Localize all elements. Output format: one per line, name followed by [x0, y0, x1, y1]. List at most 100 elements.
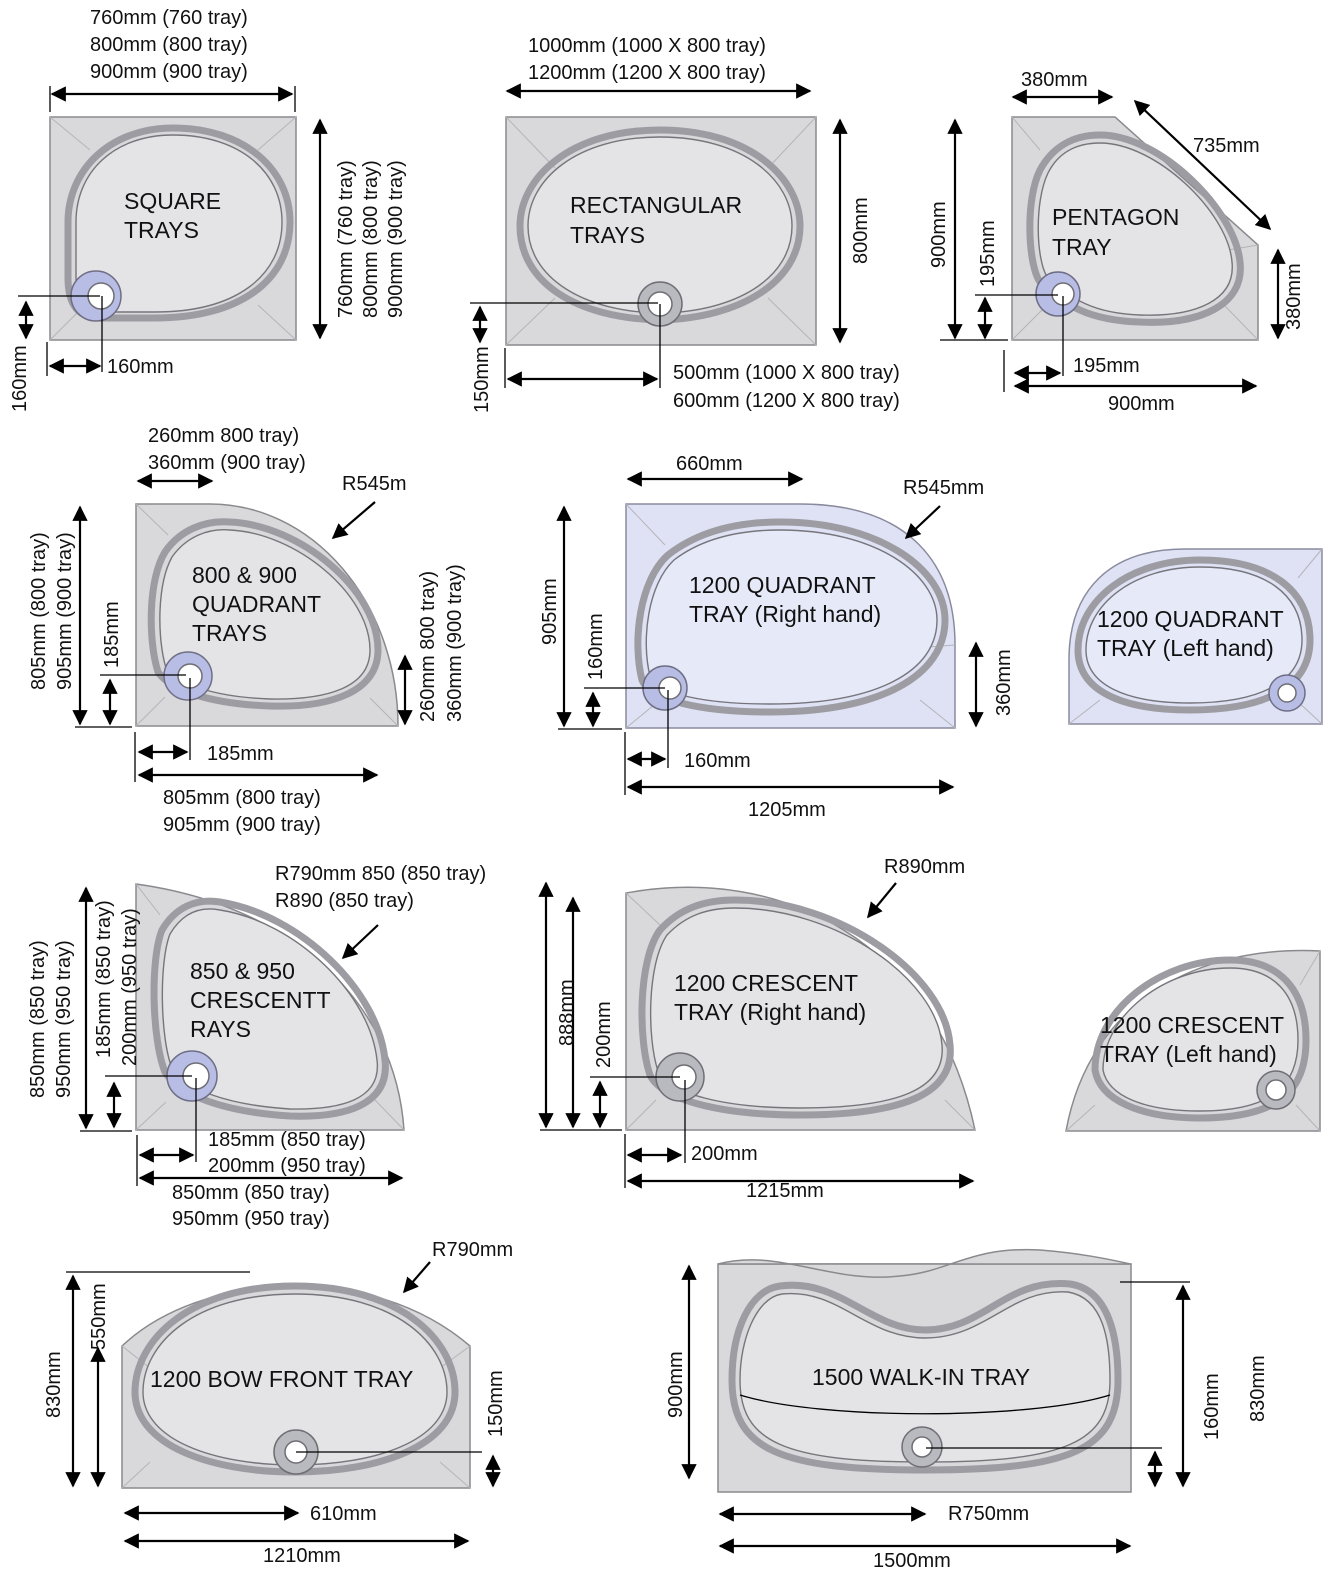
bowfront-waste-y-label: 150mm — [485, 1370, 507, 1437]
pentagon-title-line2: TRAY — [1052, 234, 1112, 260]
rectangular-tray-drawing — [505, 116, 817, 346]
crescent-1200-left-tray-drawing — [1065, 949, 1321, 1132]
quadrant800-width-label-1: 805mm (800 tray) — [163, 787, 321, 809]
quadrant1200r-radius-label: R545mm — [903, 477, 984, 499]
square-waste-x-label: 160mm — [107, 356, 174, 378]
square-height-label-3: 900mm (900 tray) — [385, 160, 407, 318]
rectangular-title-line2: TRAYS — [570, 222, 645, 248]
crescent1200r-title-line2: TRAY (Right hand) — [674, 999, 866, 1025]
square-tray-drawing — [49, 116, 297, 341]
quadrant-800-900-tray-drawing — [135, 503, 399, 727]
bow-front-tray-drawing — [121, 1282, 471, 1489]
quadrant1200r-radius-arrow — [904, 505, 941, 540]
quadrant1200l-title-line2: TRAY (Left hand) — [1097, 635, 1274, 661]
quadrant800-side-label-2: 360mm (900 tray) — [444, 564, 466, 722]
walkin-radius-label: R750mm — [948, 1503, 1029, 1525]
bowfront-inner-height-label: 550mm — [88, 1283, 110, 1350]
crescent1200r-width-label: 1215mm — [746, 1180, 824, 1202]
crescent850-title-line2: CRESCENTT — [190, 987, 331, 1013]
quadrant800-waste-y-label: 185mm — [101, 601, 123, 668]
pentagon-width-label: 900mm — [1108, 393, 1175, 415]
walk-in-tray-drawing — [717, 1248, 1132, 1493]
rectangular-width-label-2: 1200mm (1200 X 800 tray) — [528, 62, 766, 84]
rectangular-waste-x-label-1: 500mm (1000 X 800 tray) — [673, 362, 900, 384]
quadrant800-title-line3: TRAYS — [192, 620, 267, 646]
quadrant1200r-waste-x-label: 160mm — [684, 750, 751, 772]
quadrant1200r-waste-y-label: 160mm — [585, 613, 607, 680]
bowfront-radius-label: R790mm — [432, 1239, 513, 1261]
crescent1200r-title-line1: 1200 CRESCENT — [674, 970, 858, 996]
crescent850-width-label-2: 950mm (950 tray) — [172, 1208, 330, 1230]
quadrant-1200-left-tray-drawing — [1068, 548, 1323, 725]
rectangular-width-label-1: 1000mm (1000 X 800 tray) — [528, 35, 766, 57]
crescent1200r-waste-y-label: 200mm — [593, 1001, 615, 1068]
walkin-height-label: 900mm — [665, 1351, 687, 1418]
quadrant800-waste-x-label: 185mm — [207, 743, 274, 765]
square-waste-y-label: 160mm — [9, 345, 31, 412]
pentagon-top-label: 380mm — [1021, 69, 1088, 91]
quadrant800-top-label-1: 260mm 800 tray) — [148, 425, 299, 447]
pentagon-diagonal-label: 735mm — [1193, 135, 1260, 157]
quadrant-1200-right-tray-drawing — [625, 503, 956, 729]
square-title-line1: SQUARE — [124, 188, 221, 214]
walkin-title: 1500 WALK-IN TRAY — [812, 1364, 1030, 1390]
quadrant800-height-label-2: 905mm (900 tray) — [54, 532, 76, 690]
pentagon-side-label: 380mm — [1283, 263, 1305, 330]
crescent850-radius-label-1: R790mm 850 (850 tray) — [275, 863, 486, 885]
quadrant800-side-label-1: 260mm 800 tray) — [417, 571, 439, 722]
crescent850-radius-label-2: R890 (850 tray) — [275, 890, 414, 912]
bowfront-width-label: 1210mm — [263, 1545, 341, 1567]
quadrant800-radius-arrow — [331, 501, 376, 540]
pentagon-diagonal-arrow — [1133, 99, 1272, 231]
pentagon-height-label: 900mm — [928, 201, 950, 268]
square-width-label-2: 800mm (800 tray) — [90, 34, 248, 56]
crescent1200r-radius-arrow — [867, 882, 897, 919]
quadrant800-radius-label: R545m — [342, 473, 406, 495]
crescent850-waste-y-label-2: 200mm (950 tray) — [119, 908, 141, 1066]
pentagon-waste-x-label: 195mm — [1073, 355, 1140, 377]
crescent1200l-title-line1: 1200 CRESCENT — [1100, 1012, 1284, 1038]
crescent-1200-right-tray-drawing — [625, 886, 976, 1131]
crescent850-waste-x-label-2: 200mm (950 tray) — [208, 1155, 366, 1177]
quadrant1200r-top-label: 660mm — [676, 453, 743, 475]
crescent-850-950-tray-drawing — [135, 883, 405, 1131]
crescent850-waste-x-label-1: 185mm (850 tray) — [208, 1129, 366, 1151]
square-width-label-3: 900mm (900 tray) — [90, 61, 248, 83]
quadrant800-top-label-2: 360mm (900 tray) — [148, 452, 306, 474]
pentagon-waste-y-label: 195mm — [977, 220, 999, 287]
crescent1200r-height-label: 888mm — [556, 979, 578, 1046]
rectangular-waste-x-label-2: 600mm (1200 X 800 tray) — [673, 390, 900, 412]
walkin-width-label: 1500mm — [873, 1550, 951, 1572]
rectangular-waste-y-label: 150mm — [471, 346, 493, 413]
crescent850-title-line1: 850 & 950 — [190, 958, 295, 984]
crescent850-height-label-1: 850mm (850 tray) — [27, 940, 49, 1098]
walkin-waste-y-label: 160mm — [1201, 1373, 1223, 1440]
crescent1200r-radius-label: R890mm — [884, 856, 965, 878]
crescent850-width-label-1: 850mm (850 tray) — [172, 1182, 330, 1204]
bowfront-title: 1200 BOW FRONT TRAY — [150, 1366, 413, 1392]
quadrant1200r-title-line2: TRAY (Right hand) — [689, 601, 881, 627]
bowfront-waste-x-label: 610mm — [310, 1503, 377, 1525]
quadrant800-title-line1: 800 & 900 — [192, 562, 297, 588]
quadrant1200r-title-line1: 1200 QUADRANT — [689, 572, 876, 598]
crescent850-title-line3: RAYS — [190, 1016, 251, 1042]
square-height-label-1: 760mm (760 tray) — [335, 160, 357, 318]
square-title-line2: TRAYS — [124, 217, 199, 243]
square-width-label-1: 760mm (760 tray) — [90, 7, 248, 29]
rectangular-height-label: 800mm — [850, 197, 872, 264]
quadrant1200r-width-label: 1205mm — [748, 799, 826, 821]
quadrant800-width-label-2: 905mm (900 tray) — [163, 814, 321, 836]
crescent1200r-waste-x-label: 200mm — [691, 1143, 758, 1165]
bowfront-radius-arrow — [402, 1261, 431, 1294]
pentagon-title-line1: PENTAGON — [1052, 204, 1179, 230]
quadrant1200r-side-label: 360mm — [993, 649, 1015, 716]
crescent850-radius-arrow — [341, 924, 379, 960]
quadrant800-height-label-1: 805mm (800 tray) — [28, 532, 50, 690]
bowfront-height-label: 830mm — [43, 1351, 65, 1418]
walkin-height-right-label: 830mm — [1247, 1355, 1269, 1422]
rectangular-title-line1: RECTANGULAR — [570, 192, 742, 218]
quadrant1200l-title-line1: 1200 QUADRANT — [1097, 606, 1284, 632]
square-height-label-2: 800mm (800 tray) — [360, 160, 382, 318]
crescent850-height-label-2: 950mm (950 tray) — [53, 940, 75, 1098]
